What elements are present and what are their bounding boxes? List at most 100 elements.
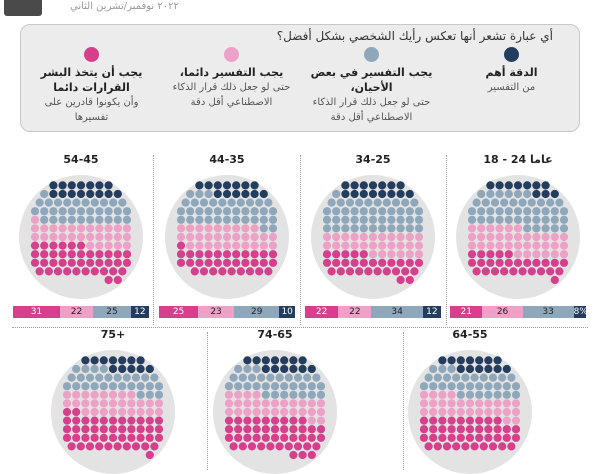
data-dot	[289, 356, 298, 365]
data-dot	[419, 390, 429, 399]
data-dot	[118, 433, 127, 442]
data-dot	[541, 207, 550, 216]
data-dot	[550, 275, 559, 285]
percentage-segment: 22	[338, 306, 372, 318]
data-dot	[259, 258, 268, 267]
data-dot	[378, 232, 387, 242]
data-dot	[76, 250, 86, 259]
data-dot	[40, 241, 49, 250]
data-dot	[523, 189, 532, 199]
data-dot	[316, 416, 326, 425]
data-dot	[108, 407, 118, 417]
data-dot	[438, 364, 447, 374]
data-dot	[30, 232, 40, 242]
data-dot	[307, 390, 316, 399]
data-dot	[127, 416, 136, 425]
data-dot	[359, 224, 368, 233]
data-dot	[252, 399, 261, 408]
data-dot	[259, 189, 268, 199]
data-dot	[145, 425, 154, 434]
data-dot	[259, 215, 268, 224]
data-dot	[270, 390, 280, 399]
data-dot	[387, 250, 396, 259]
data-dot	[280, 364, 289, 374]
data-dot	[502, 399, 511, 408]
data-dot	[429, 407, 438, 417]
data-dot	[341, 232, 350, 242]
data-dot	[67, 207, 76, 216]
data-dot	[234, 399, 243, 408]
data-dot	[81, 399, 90, 408]
data-dot	[438, 433, 447, 442]
data-dot	[322, 258, 332, 267]
data-dot	[195, 189, 204, 199]
panel-age-label: 34-25	[355, 153, 391, 166]
data-dot	[495, 189, 504, 199]
data-dot	[541, 258, 550, 267]
data-dot	[322, 215, 332, 224]
data-dot	[122, 250, 132, 259]
data-dot	[298, 433, 307, 442]
data-dot	[500, 267, 509, 276]
data-dot	[99, 267, 109, 276]
data-dot	[122, 258, 132, 267]
data-dot	[224, 407, 234, 417]
data-dot	[81, 433, 90, 442]
data-dot	[40, 207, 49, 216]
data-dot	[475, 356, 484, 365]
data-dot	[204, 181, 213, 190]
data-dot	[58, 181, 67, 190]
panel-age-label: 18 - 24 عاما	[483, 153, 553, 166]
data-dot	[145, 364, 154, 374]
data-dot	[438, 399, 447, 408]
data-dot	[507, 373, 516, 382]
data-dot	[136, 382, 145, 391]
data-dot	[266, 373, 275, 382]
data-dot	[396, 250, 405, 259]
data-dot	[53, 198, 63, 207]
data-dot	[243, 407, 252, 417]
data-dot	[122, 207, 132, 216]
data-dot	[270, 407, 280, 417]
data-dot	[467, 258, 477, 267]
data-dot	[257, 373, 266, 382]
data-dot	[555, 267, 564, 276]
data-dot	[509, 198, 518, 207]
data-dot	[289, 425, 298, 434]
data-dot	[118, 399, 127, 408]
data-dot	[204, 241, 213, 250]
data-dot	[186, 207, 195, 216]
data-dot	[438, 425, 447, 434]
data-dot	[312, 373, 321, 382]
data-dot	[359, 207, 368, 216]
data-dot	[222, 189, 232, 199]
percentage-segment: 25	[93, 306, 131, 318]
data-dot	[368, 215, 378, 224]
data-dot	[307, 416, 316, 425]
data-dot	[511, 425, 521, 434]
percentage-segment: 12	[130, 306, 149, 318]
data-dot	[502, 382, 511, 391]
data-dot	[176, 241, 186, 250]
data-dot	[350, 215, 359, 224]
dot-matrix-chart	[51, 350, 175, 474]
data-dot	[213, 207, 222, 216]
data-dot	[502, 364, 511, 374]
data-dot	[316, 407, 326, 417]
data-dot	[467, 250, 477, 259]
data-dot	[373, 267, 382, 276]
data-dot	[127, 382, 136, 391]
data-dot	[502, 416, 511, 425]
data-dot	[252, 390, 261, 399]
data-dot	[396, 189, 405, 199]
data-dot	[213, 215, 222, 224]
data-dot	[378, 207, 387, 216]
percentage-segment: 26	[482, 306, 523, 318]
data-dot	[433, 373, 442, 382]
data-dot	[99, 433, 108, 442]
data-dot	[270, 399, 280, 408]
divider	[446, 155, 447, 325]
data-dot	[298, 382, 307, 391]
data-dot	[332, 207, 341, 216]
data-dot	[136, 433, 145, 442]
